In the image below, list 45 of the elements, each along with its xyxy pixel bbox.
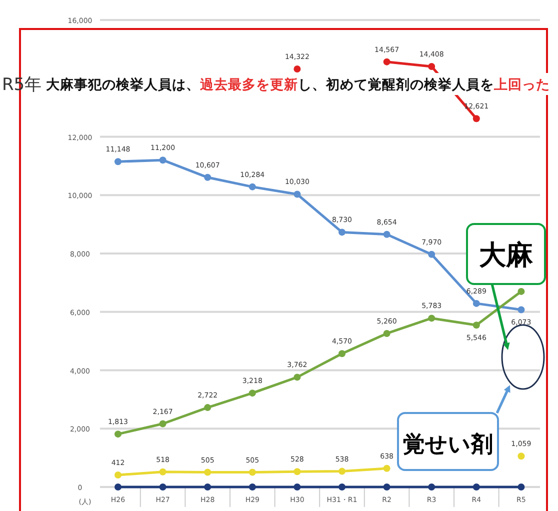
point <box>159 468 166 476</box>
point <box>204 484 212 490</box>
point <box>114 471 122 478</box>
point <box>294 468 301 476</box>
point <box>114 484 122 490</box>
point <box>383 230 390 238</box>
point <box>428 314 436 322</box>
point <box>518 306 525 314</box>
point <box>338 228 346 236</box>
point <box>338 484 346 490</box>
point <box>383 58 390 66</box>
point <box>428 62 436 70</box>
point <box>159 484 166 490</box>
point <box>294 190 301 198</box>
annotation: 大麻事犯の検挙人員は、過去最多を更新し、初めて覚醒剤の検挙人員を上回った <box>46 76 550 93</box>
point <box>472 300 480 307</box>
point <box>248 468 256 476</box>
point <box>383 484 390 490</box>
point <box>159 156 166 164</box>
point <box>294 65 301 72</box>
point <box>518 288 525 295</box>
point <box>248 484 256 490</box>
point <box>472 484 480 490</box>
point <box>338 350 346 358</box>
point <box>518 452 525 460</box>
series-label: 大麻 <box>479 240 534 271</box>
point <box>159 420 166 428</box>
point <box>518 484 525 490</box>
point <box>248 183 256 190</box>
point <box>428 250 436 258</box>
point <box>114 430 122 438</box>
point <box>383 330 390 337</box>
point <box>428 484 436 490</box>
point <box>248 390 256 397</box>
point <box>204 174 212 181</box>
point <box>472 322 480 329</box>
legend-label: 覚せい剤 <box>403 432 493 458</box>
point <box>294 374 301 381</box>
point <box>383 464 390 472</box>
point <box>338 468 346 475</box>
point <box>294 484 301 490</box>
point <box>114 158 122 166</box>
point <box>472 115 480 122</box>
point <box>204 468 212 476</box>
point <box>204 404 212 412</box>
